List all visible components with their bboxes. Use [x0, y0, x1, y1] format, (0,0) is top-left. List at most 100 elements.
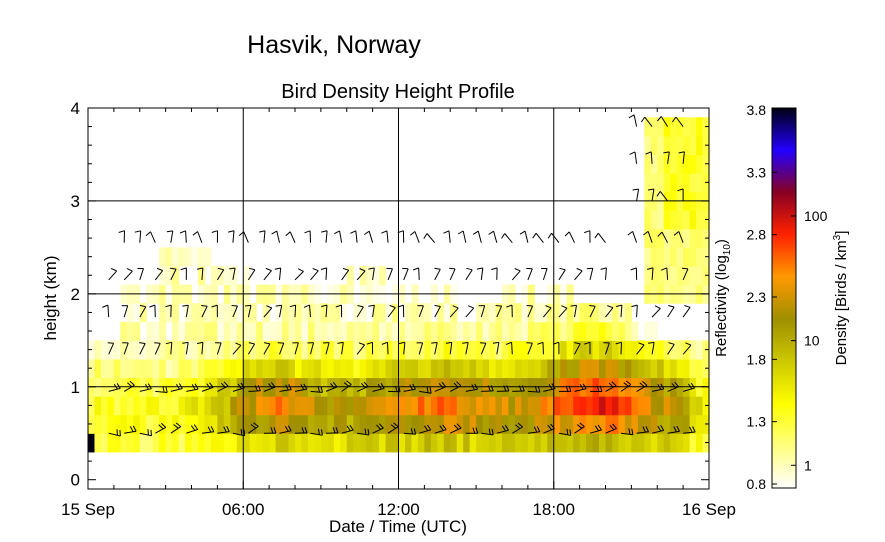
density-cell — [411, 340, 419, 360]
density-cell — [586, 303, 594, 323]
wind-barb-feather — [231, 305, 238, 307]
wind-barb-feather — [363, 381, 369, 387]
wind-barb-feather — [263, 342, 271, 345]
density-cell — [404, 396, 413, 416]
density-cell — [197, 358, 206, 379]
density-cell — [663, 228, 671, 248]
density-cell — [126, 303, 134, 323]
density-cell — [663, 247, 671, 267]
wind-barb-feather — [318, 428, 320, 435]
wind-barb-feather — [628, 114, 635, 119]
density-cell — [450, 321, 458, 341]
density-cell — [146, 340, 154, 360]
wind-barb — [310, 268, 319, 281]
density-cell — [696, 265, 704, 286]
density-cell — [94, 433, 102, 453]
wind-barb — [381, 341, 389, 355]
density-cell — [210, 265, 218, 286]
wind-barb-feather — [160, 422, 167, 428]
density-cell — [152, 414, 160, 434]
wind-barb — [449, 305, 459, 318]
wind-barb-shaft — [139, 432, 152, 437]
wind-barb-shaft — [558, 432, 571, 436]
x-tick-label: 18:00 — [532, 500, 575, 519]
density-cell — [191, 247, 199, 267]
density-cell — [353, 303, 361, 323]
wind-barb-shaft — [589, 268, 594, 281]
density-cell — [314, 321, 322, 341]
wind-barb-feather — [453, 424, 459, 430]
wind-barb-shaft — [480, 343, 487, 355]
wind-barb-shaft — [660, 116, 669, 127]
density-cell — [139, 358, 147, 379]
wind-barb-shaft — [279, 305, 283, 318]
wind-barb-feather — [692, 426, 696, 433]
density-cell — [314, 414, 322, 434]
density-cell — [223, 340, 231, 360]
wind-barb-shaft — [263, 386, 276, 392]
wind-barb-feather — [149, 304, 156, 308]
density-cell — [605, 433, 613, 453]
density-cell — [217, 396, 225, 416]
density-cell — [540, 340, 548, 360]
density-cell — [359, 265, 367, 286]
density-cell — [301, 414, 309, 434]
density-cell — [463, 396, 471, 416]
wind-barb — [527, 426, 541, 434]
wind-barb-feather — [629, 151, 636, 155]
density-cell — [392, 303, 400, 323]
wind-barb-feather — [226, 425, 230, 432]
wind-barb — [682, 305, 691, 318]
density-cell — [482, 396, 490, 416]
wind-barb — [574, 268, 583, 281]
wind-barb-feather — [676, 425, 680, 432]
density-cell — [547, 358, 555, 379]
density-cell — [611, 414, 620, 434]
wind-barb-shaft — [418, 342, 424, 355]
wind-barb-shaft — [589, 306, 596, 318]
density-cell — [502, 340, 510, 360]
density-cell — [307, 396, 316, 416]
wind-barb-feather — [301, 427, 305, 434]
wind-barb-feather — [501, 233, 506, 239]
density-cell — [489, 303, 497, 323]
wind-barb-shaft — [279, 342, 285, 355]
wind-barb-shaft — [154, 270, 164, 281]
density-cell — [657, 228, 665, 248]
wind-barb — [381, 230, 389, 243]
wind-barb — [304, 230, 311, 243]
density-cell — [210, 414, 218, 434]
wind-barb — [543, 305, 552, 318]
wind-barb-shaft — [150, 231, 156, 243]
density-cell — [230, 396, 238, 416]
density-cell — [210, 340, 218, 360]
wind-barb — [217, 425, 230, 434]
wind-barb-feather — [559, 267, 566, 271]
wind-barb-shaft — [170, 230, 174, 243]
density-cell — [631, 340, 639, 360]
wind-barb-feather — [147, 383, 152, 389]
wind-barb-feather — [631, 304, 638, 308]
wind-barb-feather — [576, 424, 583, 429]
colorbar-left-tick-label: 3.3 — [747, 164, 767, 180]
wind-barb — [574, 342, 581, 355]
wind-barb — [386, 267, 393, 281]
wind-barb-shaft — [108, 432, 121, 437]
wind-barb — [605, 305, 614, 318]
density-cell — [288, 396, 296, 416]
wind-barb-feather — [182, 341, 189, 344]
density-cell — [243, 340, 251, 360]
density-cell — [230, 321, 238, 341]
density-cell — [599, 303, 607, 323]
wind-barb — [122, 342, 129, 355]
density-cell — [327, 303, 335, 323]
wind-barb-shaft — [170, 388, 183, 392]
wind-barb — [589, 305, 596, 318]
density-cell — [514, 358, 523, 379]
density-cell — [230, 414, 238, 434]
density-cell — [534, 321, 542, 341]
wind-barb-feather — [671, 116, 677, 123]
wind-barb — [139, 342, 146, 355]
density-cell — [385, 396, 393, 416]
wind-barb-feather — [631, 428, 634, 435]
